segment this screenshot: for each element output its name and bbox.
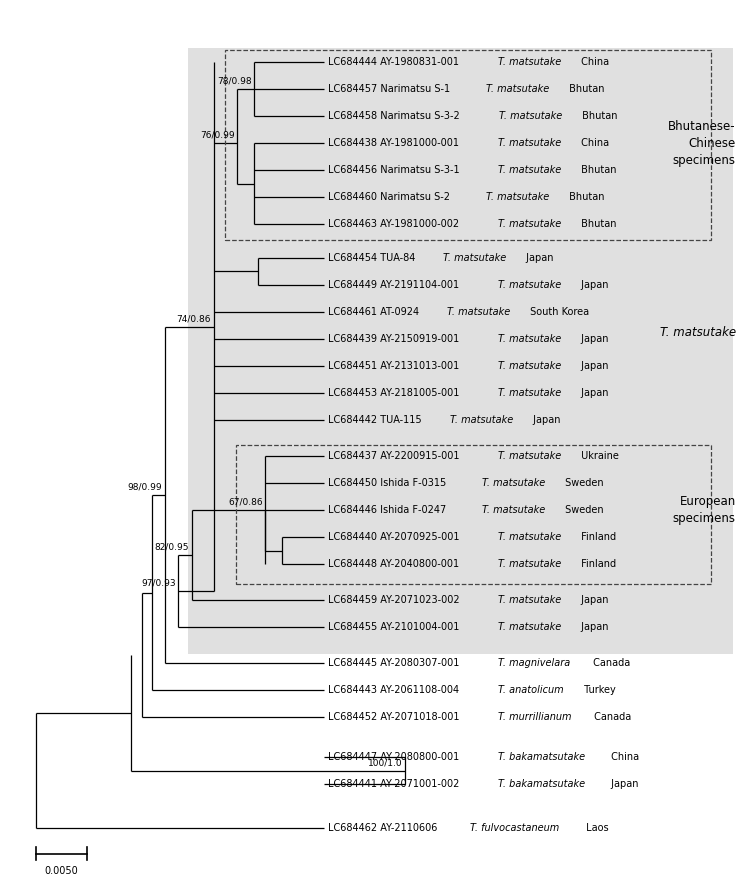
Text: LC684459 AY-2071023-002: LC684459 AY-2071023-002: [328, 595, 462, 605]
Text: 82/0.95: 82/0.95: [154, 543, 189, 552]
Text: South Korea: South Korea: [527, 307, 590, 316]
Text: T. matsutake: T. matsutake: [498, 139, 561, 148]
Text: LC684454 TUA-84: LC684454 TUA-84: [328, 253, 419, 263]
Text: T. matsutake: T. matsutake: [481, 478, 545, 488]
Text: Bhutan: Bhutan: [566, 192, 605, 202]
Text: T. matsutake: T. matsutake: [487, 192, 550, 202]
Text: 67/0.86: 67/0.86: [228, 498, 262, 507]
Text: T. matsutake: T. matsutake: [450, 415, 514, 425]
Text: T. matsutake: T. matsutake: [447, 307, 511, 316]
Bar: [188, 48, 733, 654]
Text: LC684444 AY-1980831-001: LC684444 AY-1980831-001: [328, 57, 462, 67]
Text: LC684439 AY-2150919-001: LC684439 AY-2150919-001: [328, 334, 462, 344]
Text: Bhutan: Bhutan: [578, 111, 617, 122]
Text: Sweden: Sweden: [562, 478, 603, 488]
Text: Japan: Japan: [578, 388, 608, 398]
Text: LC684443 AY-2061108-004: LC684443 AY-2061108-004: [328, 685, 462, 696]
Text: Japan: Japan: [578, 334, 608, 344]
Text: LC684458 Narimatsu S-3-2: LC684458 Narimatsu S-3-2: [328, 111, 463, 122]
Text: T. matsutake: T. matsutake: [481, 505, 545, 515]
Text: Japan: Japan: [530, 415, 561, 425]
Text: LC684441 AY-2071001-002: LC684441 AY-2071001-002: [328, 780, 462, 789]
Text: LC684446 Ishida F-0247: LC684446 Ishida F-0247: [328, 505, 450, 515]
Text: LC684440 AY-2070925-001: LC684440 AY-2070925-001: [328, 532, 462, 542]
Text: LC684450 Ishida F-0315: LC684450 Ishida F-0315: [328, 478, 450, 488]
Text: T. matsutake: T. matsutake: [660, 326, 735, 339]
Text: Finland: Finland: [578, 559, 616, 569]
Text: T. matsutake: T. matsutake: [498, 219, 561, 229]
Text: T. murrillianum: T. murrillianum: [499, 713, 572, 722]
Text: T. bakamatsutake: T. bakamatsutake: [498, 753, 585, 763]
Text: LC684449 AY-2191104-001: LC684449 AY-2191104-001: [328, 280, 462, 290]
Text: China: China: [578, 139, 609, 148]
Text: 0.0050: 0.0050: [44, 866, 78, 876]
Text: LC684462 AY-2110606: LC684462 AY-2110606: [328, 822, 441, 832]
Text: T. matsutake: T. matsutake: [487, 84, 550, 94]
Text: LC684456 Narimatsu S-3-1: LC684456 Narimatsu S-3-1: [328, 165, 462, 175]
Text: 74/0.86: 74/0.86: [177, 315, 211, 324]
Text: Bhutan: Bhutan: [578, 165, 617, 175]
Text: T. matsutake: T. matsutake: [498, 334, 561, 344]
Text: LC684451 AY-2131013-001: LC684451 AY-2131013-001: [328, 361, 462, 371]
Text: T. magnivelara: T. magnivelara: [498, 658, 571, 668]
Text: Laos: Laos: [584, 822, 609, 832]
Text: LC684455 AY-2101004-001: LC684455 AY-2101004-001: [328, 622, 462, 632]
Text: China: China: [578, 57, 609, 67]
Text: Canada: Canada: [590, 658, 629, 668]
Text: T. matsutake: T. matsutake: [499, 451, 562, 461]
Text: LC684453 AY-2181005-001: LC684453 AY-2181005-001: [328, 388, 462, 398]
Text: T. matsutake: T. matsutake: [499, 532, 562, 542]
Text: T. matsutake: T. matsutake: [498, 57, 561, 67]
Text: Turkey: Turkey: [581, 685, 616, 696]
Text: LC684445 AY-2080307-001: LC684445 AY-2080307-001: [328, 658, 462, 668]
Text: LC684457 Narimatsu S-1: LC684457 Narimatsu S-1: [328, 84, 453, 94]
Text: Japan: Japan: [578, 595, 609, 605]
Text: LC684447 AY-2080800-001: LC684447 AY-2080800-001: [328, 753, 462, 763]
Text: T. matsutake: T. matsutake: [442, 253, 506, 263]
Text: T. matsutake: T. matsutake: [498, 622, 562, 632]
Text: T. matsutake: T. matsutake: [498, 388, 562, 398]
Text: Bhutan: Bhutan: [578, 219, 617, 229]
Text: LC684448 AY-2040800-001: LC684448 AY-2040800-001: [328, 559, 462, 569]
Text: T. anatolicum: T. anatolicum: [498, 685, 563, 696]
Text: T. matsutake: T. matsutake: [499, 595, 562, 605]
Text: LC684437 AY-2200915-001: LC684437 AY-2200915-001: [328, 451, 462, 461]
Text: Japan: Japan: [608, 780, 639, 789]
Text: Japan: Japan: [523, 253, 553, 263]
Text: LC684460 Narimatsu S-2: LC684460 Narimatsu S-2: [328, 192, 453, 202]
Text: LC684438 AY-1981000-001: LC684438 AY-1981000-001: [328, 139, 462, 148]
Text: LC684442 TUA-115: LC684442 TUA-115: [328, 415, 425, 425]
Text: T. matsutake: T. matsutake: [499, 165, 562, 175]
Text: T. matsutake: T. matsutake: [498, 559, 561, 569]
Text: T. matsutake: T. matsutake: [499, 111, 562, 122]
Text: European
specimens: European specimens: [672, 495, 735, 525]
Bar: [225, 50, 711, 240]
Text: 98/0.99: 98/0.99: [128, 483, 162, 492]
Text: T. fulvocastaneum: T. fulvocastaneum: [470, 822, 559, 832]
Bar: [236, 444, 711, 584]
Text: Canada: Canada: [591, 713, 632, 722]
Text: Japan: Japan: [578, 622, 608, 632]
Text: 100/1.0: 100/1.0: [368, 759, 402, 768]
Text: Bhutan: Bhutan: [566, 84, 605, 94]
Text: LC684461 AT-0924: LC684461 AT-0924: [328, 307, 423, 316]
Text: Bhutanese-
Chinese
specimens: Bhutanese- Chinese specimens: [668, 120, 735, 166]
Text: LC684463 AY-1981000-002: LC684463 AY-1981000-002: [328, 219, 462, 229]
Text: Japan: Japan: [578, 361, 608, 371]
Text: Ukraine: Ukraine: [578, 451, 619, 461]
Text: 78/0.98: 78/0.98: [217, 77, 251, 86]
Text: Japan: Japan: [578, 280, 608, 290]
Text: T. matsutake: T. matsutake: [498, 361, 561, 371]
Text: Finland: Finland: [578, 532, 617, 542]
Text: T. matsutake: T. matsutake: [498, 280, 561, 290]
Text: China: China: [608, 753, 639, 763]
Text: 97/0.93: 97/0.93: [141, 578, 175, 588]
Text: T. bakamatsutake: T. bakamatsutake: [498, 780, 585, 789]
Text: LC684452 AY-2071018-001: LC684452 AY-2071018-001: [328, 713, 462, 722]
Text: 76/0.99: 76/0.99: [200, 131, 235, 140]
Text: Sweden: Sweden: [562, 505, 603, 515]
